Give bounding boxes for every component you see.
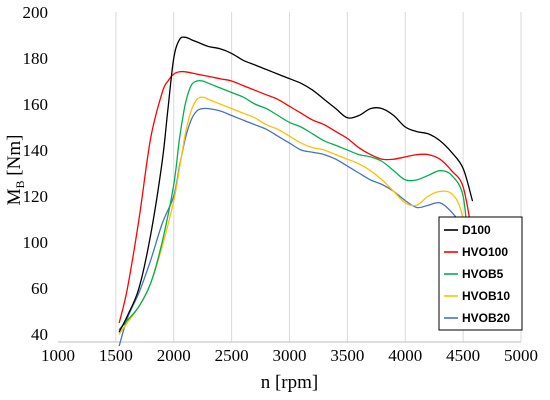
series-line-hvo100 (118, 70, 474, 324)
legend-label-hvo100: HVO100 (462, 245, 508, 259)
y-tick-180: 180 (23, 49, 49, 68)
series-line-hvob5 (118, 79, 470, 331)
x-tick-3000: 3000 (273, 346, 307, 365)
y-axis-title-unit: [Nm] (4, 135, 25, 181)
vertical-gridlines (115, 12, 522, 342)
x-tick-4500: 4500 (446, 346, 480, 365)
x-axis-title: n [rpm] (261, 372, 319, 393)
y-axis-title-main: M (4, 188, 25, 205)
y-tick-160: 160 (23, 95, 49, 114)
y-axis-title-subscript: B (13, 180, 27, 188)
x-tick-2500: 2500 (215, 346, 249, 365)
legend-label-d100: D100 (462, 223, 491, 237)
y-tick-200: 200 (23, 3, 49, 22)
y-tick-140: 140 (23, 141, 49, 160)
series-lines (118, 36, 474, 347)
x-tick-1500: 1500 (99, 346, 133, 365)
series-line-hvob20 (118, 107, 470, 347)
x-tick-1000: 1000 (41, 346, 75, 365)
x-tick-3500: 3500 (330, 346, 364, 365)
y-axis-title: MB [Nm] (4, 135, 27, 206)
series-line-d100 (118, 36, 474, 333)
x-tick-4000: 4000 (388, 346, 422, 365)
x-tick-5000: 5000 (504, 346, 538, 365)
x-tick-2000: 2000 (157, 346, 191, 365)
y-tick-60: 60 (31, 279, 48, 298)
svg-text:MB [Nm]: MB [Nm] (4, 135, 27, 206)
y-tick-120: 120 (23, 187, 49, 206)
legend-label-hvob20: HVOB20 (462, 311, 510, 325)
legend-label-hvob10: HVOB10 (462, 289, 510, 303)
x-tick-labels: 1000 1500 2000 2500 3000 3500 4000 4500 5000 (41, 346, 538, 365)
legend-box (438, 216, 523, 331)
legend-label-hvob5: HVOB5 (462, 267, 504, 281)
series-line-hvob10 (118, 96, 470, 335)
y-tick-labels: 200 180 160 140 120 100 60 40 (23, 3, 49, 344)
y-tick-100: 100 (23, 233, 49, 252)
y-tick-40: 40 (31, 325, 48, 344)
legend: D100 HVO100 HVOB5 HVOB10 HVOB20 (438, 216, 523, 331)
